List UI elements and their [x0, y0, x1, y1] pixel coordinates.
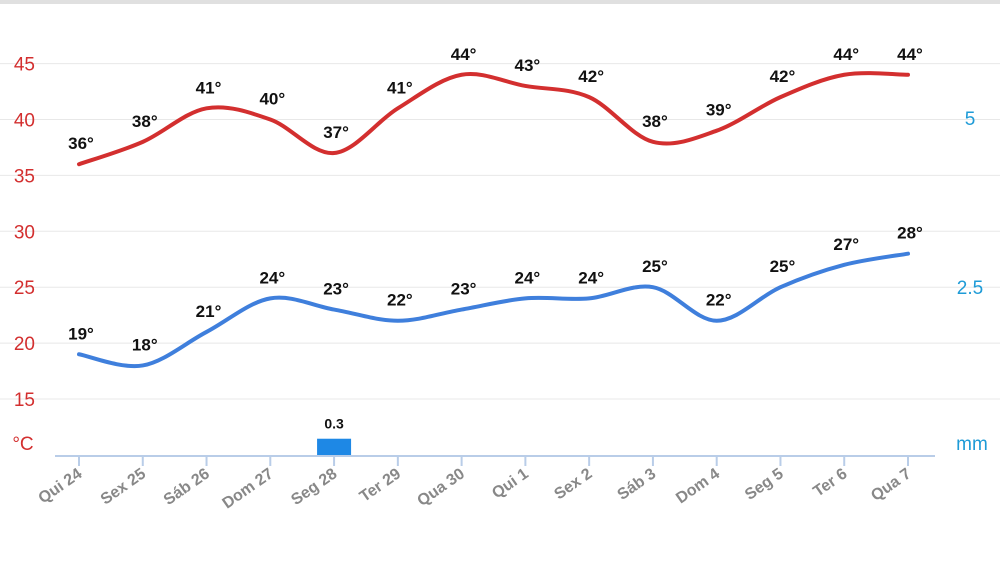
precipitation-bars — [317, 438, 352, 456]
max-temp-label: 42° — [578, 67, 604, 86]
x-axis: Qui 24 Sex 25 Sáb 26 Dom 27 Seg 28 Ter 29 Qua … — [35, 455, 935, 512]
max-temp-label: 44° — [897, 45, 923, 64]
x-tick-label: Sex 25 — [98, 465, 149, 508]
min-temp-label: 24° — [515, 268, 541, 287]
min-temp-label: 27° — [833, 235, 859, 254]
precipitation-label: 0.3 — [324, 416, 344, 432]
max-temp-label: 43° — [515, 56, 541, 75]
max-temp-label: 42° — [770, 67, 796, 86]
top-divider — [0, 0, 1000, 4]
x-tick-label: Sáb 3 — [614, 465, 659, 503]
max-temp-label: 41° — [196, 78, 222, 97]
min-temp-label: 24° — [578, 268, 604, 287]
data-labels: 36° 38° 41° 40° 37° 41° 44° 43° 42° 38° 39° 42° 44° 4… — [68, 45, 923, 432]
x-tick-label: Qua 30 — [414, 465, 468, 510]
x-tick-label: Ter 29 — [357, 465, 404, 505]
max-temp-label: 38° — [132, 112, 158, 131]
y-tick-label-left: 20 — [14, 334, 35, 355]
max-temperature-line — [77, 71, 910, 167]
min-temperature-line — [77, 251, 910, 369]
max-temp-label: 44° — [451, 45, 477, 64]
x-tick-label: Dom 27 — [220, 465, 277, 512]
y-tick-label-left: 45 — [14, 55, 35, 76]
gridlines — [0, 63, 1000, 400]
min-temp-label: 21° — [196, 302, 222, 321]
min-temp-label: 24° — [259, 268, 285, 287]
min-temp-label: 28° — [897, 224, 923, 243]
x-tick-label: Sex 2 — [551, 465, 595, 503]
y-tick-label-right: 5 — [965, 109, 976, 130]
min-temp-label: 25° — [770, 257, 796, 276]
x-tick-label: Dom 4 — [673, 465, 723, 507]
max-temp-label: 41° — [387, 78, 413, 97]
x-tick-label: Seg 28 — [288, 465, 340, 509]
y-tick-label-left: 35 — [14, 166, 35, 187]
x-tick-label: Seg 5 — [742, 465, 787, 503]
y-tick-label-left: 40 — [14, 111, 35, 132]
x-tick-label: Qua 7 — [868, 465, 914, 504]
y-axis-right: 5 2.5 mm — [956, 109, 988, 455]
min-temp-label: 23° — [323, 280, 349, 299]
min-temp-label: 18° — [132, 335, 158, 354]
x-tick-label: Qui 1 — [489, 465, 532, 502]
y-tick-label-left: 30 — [14, 222, 35, 243]
precipitation-bar — [317, 438, 352, 456]
max-temp-label: 37° — [323, 123, 349, 142]
series-lines — [77, 71, 910, 369]
max-temp-label: 38° — [642, 112, 668, 131]
min-temp-label: 22° — [706, 291, 732, 310]
y-axis-unit-left: °C — [12, 434, 33, 455]
max-temp-label: 44° — [833, 45, 859, 64]
x-tick-label: Qui 24 — [35, 465, 85, 507]
y-tick-label-left: 25 — [14, 278, 35, 299]
y-axis-left: 45 40 35 30 25 20 15 °C — [12, 55, 35, 455]
x-tick-label: Sáb 26 — [161, 465, 213, 509]
x-tick-label: Ter 6 — [810, 465, 850, 500]
min-temp-label: 23° — [451, 280, 477, 299]
y-tick-label-left: 15 — [14, 390, 35, 411]
max-temp-label: 40° — [259, 90, 285, 109]
min-temp-label: 22° — [387, 291, 413, 310]
y-tick-label-right: 2.5 — [957, 278, 983, 299]
y-axis-unit-right: mm — [956, 434, 988, 455]
max-temp-label: 36° — [68, 134, 94, 153]
min-temp-label: 25° — [642, 257, 668, 276]
min-temp-label: 19° — [68, 324, 94, 343]
max-temp-label: 39° — [706, 101, 732, 120]
